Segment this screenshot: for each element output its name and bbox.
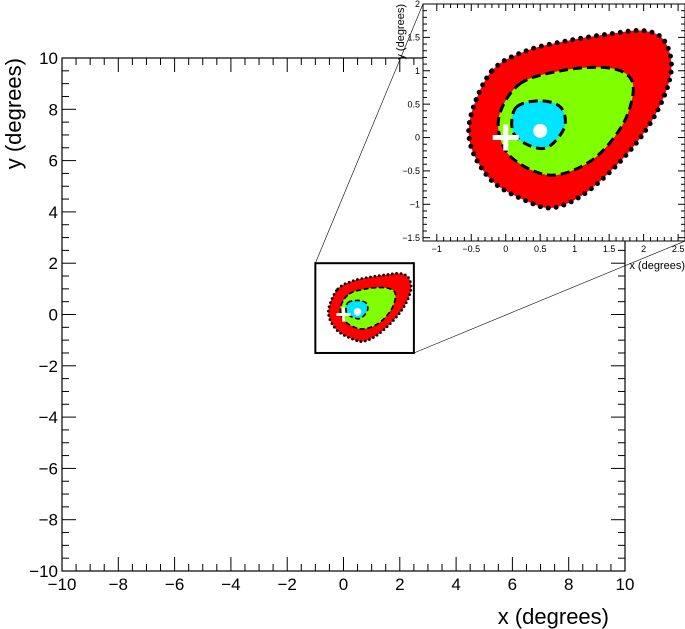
inset-y-axis-label: y (degrees) <box>395 4 407 60</box>
zoom-connector-top <box>315 3 424 264</box>
main-x-tick-label: −4 <box>221 575 240 594</box>
main-x-axis-label: x (degrees) <box>498 604 609 629</box>
main-y-tick-label: 4 <box>49 203 58 222</box>
inset-y-tick-label: −1 <box>410 199 420 209</box>
main-x-tick-label: 10 <box>616 575 635 594</box>
inset-best-fit-marker <box>533 123 548 138</box>
main-x-tick-label: 6 <box>508 575 517 594</box>
inset-y-tick-label: 1 <box>415 66 420 76</box>
inset-x-axis-label: x (degrees) <box>629 260 685 272</box>
inset-x-tick-label: 0 <box>503 244 508 254</box>
main-x-tick-label: −8 <box>109 575 128 594</box>
inset-contour-regions <box>466 27 674 211</box>
main-y-tick-label: 8 <box>49 100 58 119</box>
main-cross-marker-vertical <box>342 307 345 322</box>
main-y-tick-label: 2 <box>49 254 58 273</box>
inset-y-tick-label: 0 <box>415 133 420 143</box>
inset-x-tick-label: 0.5 <box>534 244 547 254</box>
main-y-tick-label: −6 <box>39 459 58 478</box>
inset-x-tick-label: 2 <box>641 244 646 254</box>
inset-y-tick-label: 0.5 <box>407 99 420 109</box>
inset-plot: −1 −0.5 0 0.5 1 1.5 2 2.5 −1.5 −1 −0.5 0 0.5 1 1.5 2 x… <box>395 0 685 272</box>
inset-y-ticks: −1.5 −1 −0.5 0 0.5 1 1.5 2 <box>402 0 685 243</box>
main-x-tick-label: 0 <box>339 575 348 594</box>
inset-x-tick-label: −0.5 <box>462 244 480 254</box>
inset-y-tick-label: 2 <box>415 0 420 9</box>
main-x-tick-label: −6 <box>165 575 184 594</box>
inset-outer-dotted-border <box>466 27 674 211</box>
main-y-tick-label: 10 <box>39 49 58 68</box>
inset-x-tick-label: −1 <box>432 244 442 254</box>
inset-x-ticks: −1 −0.5 0 0.5 1 1.5 2 2.5 <box>432 4 685 254</box>
inset-y-tick-label: −1.5 <box>402 233 420 243</box>
main-best-fit-marker <box>353 308 362 316</box>
main-y-tick-label: −8 <box>39 511 58 530</box>
zoom-box <box>314 262 415 354</box>
inset-x-tick-label: 2.5 <box>672 244 685 254</box>
main-y-tick-label: 0 <box>49 305 58 324</box>
main-x-tick-label: −2 <box>278 575 297 594</box>
main-x-tick-label: −10 <box>48 575 77 594</box>
main-y-tick-label: 6 <box>49 152 58 171</box>
main-x-ticks: −10 −8 −6 −4 −2 0 2 4 6 8 10 <box>48 58 635 594</box>
main-x-tick-label: 4 <box>451 575 460 594</box>
zoom-connector-bottom <box>413 240 685 354</box>
main-inner-dashed-border <box>345 299 369 320</box>
main-y-axis-label: y (degrees) <box>1 58 26 169</box>
main-x-tick-label: 8 <box>564 575 573 594</box>
inset-y-tick-label: 1.5 <box>407 33 420 43</box>
main-y-tick-label: −10 <box>29 562 58 581</box>
inset-y-tick-label: −0.5 <box>402 166 420 176</box>
main-y-tick-label: −4 <box>39 408 58 427</box>
main-x-tick-label: 2 <box>395 575 404 594</box>
main-contour-regions <box>326 271 413 343</box>
inset-cross-marker-vertical <box>503 124 509 151</box>
inset-x-tick-label: 1.5 <box>603 244 616 254</box>
inset-x-tick-label: 1 <box>572 244 577 254</box>
main-y-tick-label: −2 <box>39 357 58 376</box>
